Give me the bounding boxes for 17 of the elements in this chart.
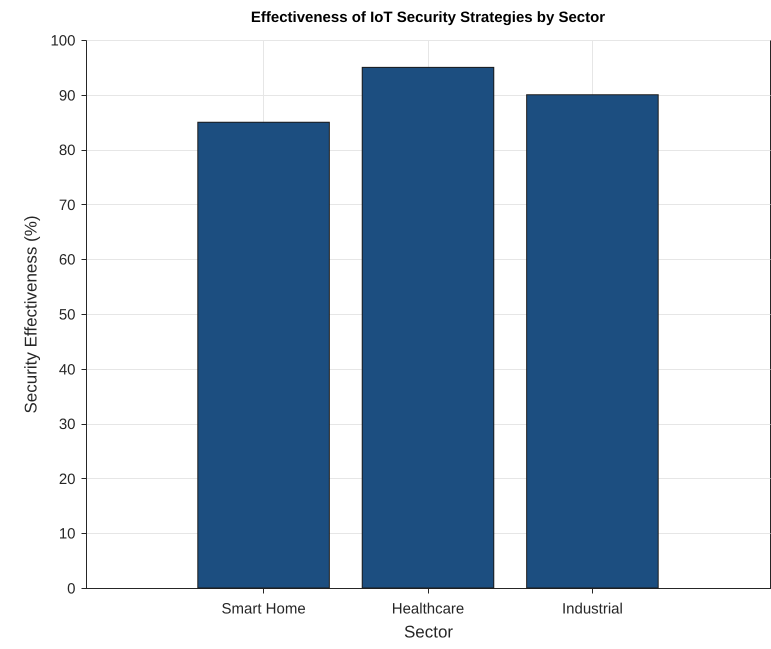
y-axis-title: Security Effectiveness (%) (21, 215, 40, 414)
x-tick-label: Smart Home (221, 600, 306, 618)
y-tick-label: 100 (50, 32, 76, 50)
y-tick-label: 40 (58, 361, 76, 378)
y-tick-label: 50 (58, 306, 76, 324)
x-tick-label: Industrial (562, 600, 623, 618)
y-tick-label: 90 (58, 87, 76, 104)
y-tick-label: 60 (58, 252, 76, 269)
y-tick-label: 0 (67, 580, 76, 598)
y-tick-label: 10 (58, 526, 76, 543)
y-tick-label: 70 (58, 196, 76, 214)
y-tick-label: 30 (58, 416, 76, 434)
y-tick-label: 80 (58, 142, 76, 160)
x-tick-label: Healthcare (392, 600, 464, 618)
y-tick-label: 20 (58, 470, 76, 488)
x-axis-title: Sector (404, 622, 454, 642)
chart-title: Effectiveness of IoT Security Strategies by Sector (250, 9, 606, 26)
